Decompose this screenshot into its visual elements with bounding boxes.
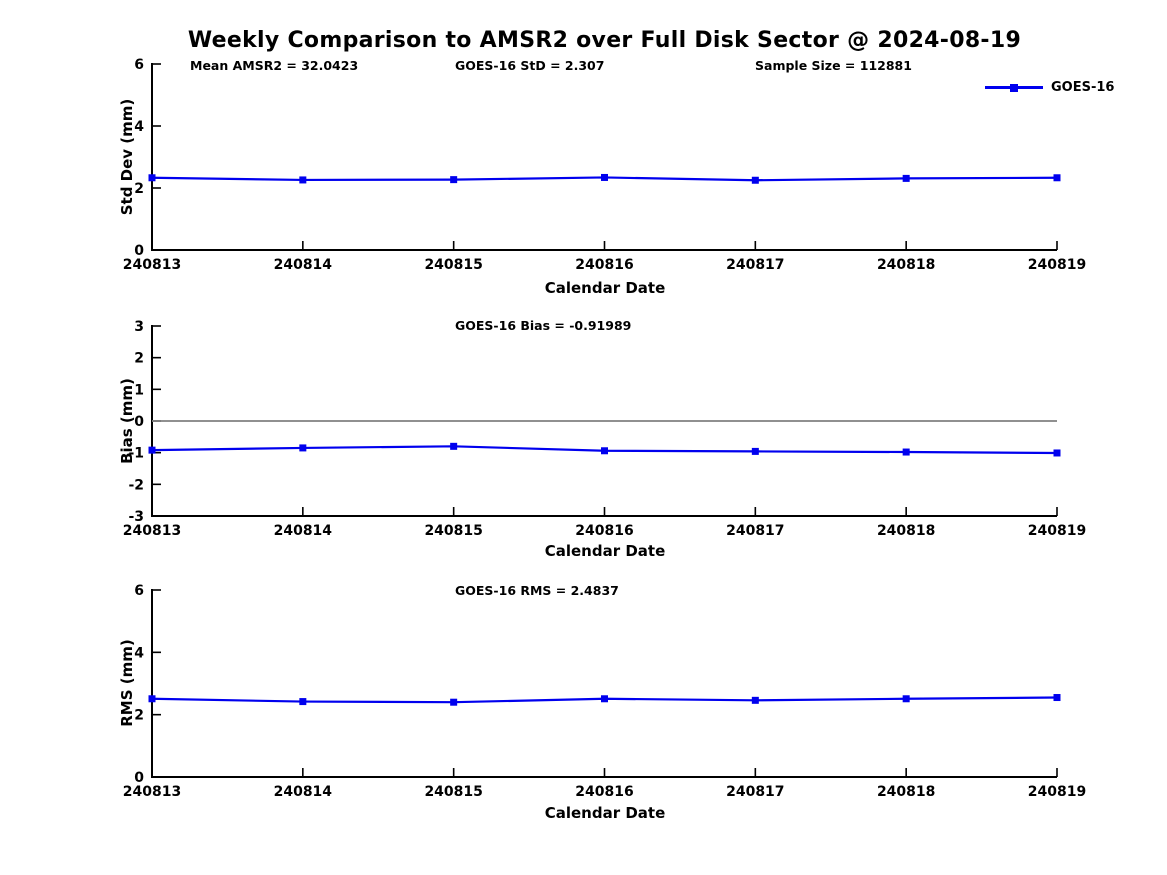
- legend-label: GOES-16: [1051, 80, 1115, 95]
- legend-line-sample: [985, 83, 1043, 92]
- y-tick-label: 6: [134, 57, 144, 73]
- y-tick-label: 2: [134, 708, 144, 724]
- x-tick-label: 240815: [424, 257, 482, 273]
- data-point-marker: [450, 442, 458, 450]
- y-tick-label: 0: [134, 414, 144, 430]
- data-point-marker: [148, 695, 156, 703]
- y-tick-label: 0: [134, 243, 144, 259]
- x-tick-label: 240817: [726, 523, 784, 539]
- y-axis-label-bias: Bias (mm): [118, 378, 136, 464]
- x-tick-label: 240819: [1028, 784, 1086, 800]
- data-point-marker: [148, 446, 156, 454]
- x-axis-label-calendar-date-3: Calendar Date: [544, 804, 666, 822]
- data-point-marker: [450, 698, 458, 706]
- y-tick-label: 4: [134, 645, 144, 661]
- data-point-marker: [902, 448, 910, 456]
- y-tick-label: -1: [128, 446, 144, 462]
- y-tick-label: 1: [134, 382, 144, 398]
- data-point-marker: [601, 173, 608, 181]
- y-tick-label: 4: [134, 119, 144, 135]
- x-tick-label: 240813: [123, 784, 181, 800]
- x-tick-label: 240819: [1028, 257, 1086, 273]
- x-tick-label: 240818: [877, 784, 935, 800]
- x-tick-label: 240816: [575, 523, 633, 539]
- x-tick-label: 240817: [726, 784, 784, 800]
- y-tick-label: 6: [134, 583, 144, 599]
- figure-title: Weekly Comparison to AMSR2 over Full Dis…: [187, 28, 1022, 53]
- data-point-marker: [751, 447, 759, 455]
- data-point-marker: [299, 698, 307, 706]
- data-point-marker: [601, 447, 608, 455]
- annotation-goes16-bias: GOES-16 Bias = -0.91989: [455, 318, 632, 333]
- data-point-marker: [1053, 449, 1061, 457]
- x-tick-label: 240814: [274, 523, 333, 539]
- y-tick-label: 2: [134, 181, 144, 197]
- data-point-marker: [450, 176, 458, 184]
- data-point-marker: [299, 444, 307, 452]
- x-tick-label: 240818: [877, 523, 935, 539]
- y-tick-label: -2: [128, 477, 144, 493]
- annotation-goes16-rms: GOES-16 RMS = 2.4837: [455, 583, 619, 598]
- x-tick-label: 240815: [424, 784, 482, 800]
- x-tick-label: 240815: [424, 523, 482, 539]
- x-tick-label: 240819: [1028, 523, 1086, 539]
- annotation-goes16-std: GOES-16 StD = 2.307: [455, 58, 605, 73]
- y-tick-label: -3: [128, 509, 144, 525]
- data-point-marker: [751, 176, 759, 184]
- x-tick-label: 240816: [575, 257, 633, 273]
- y-axis-label-rms: RMS (mm): [118, 639, 136, 727]
- y-axis-label-stddev: Std Dev (mm): [118, 98, 136, 216]
- x-axis-label-calendar-date-2: Calendar Date: [544, 542, 666, 560]
- x-tick-label: 240813: [123, 523, 181, 539]
- data-point-marker: [1053, 174, 1061, 182]
- x-tick-label: 240816: [575, 784, 633, 800]
- x-tick-label: 240814: [274, 257, 333, 273]
- data-point-marker: [902, 695, 910, 703]
- y-tick-label: 3: [134, 319, 144, 335]
- data-point-marker: [148, 174, 156, 182]
- data-point-marker: [601, 695, 608, 703]
- y-tick-label: 0: [134, 770, 144, 786]
- x-tick-label: 240813: [123, 257, 181, 273]
- data-point-marker: [751, 696, 759, 704]
- x-tick-label: 240818: [877, 257, 935, 273]
- x-axis-label-calendar-date-1: Calendar Date: [544, 279, 666, 297]
- data-point-marker: [299, 176, 307, 184]
- legend: GOES-16: [985, 80, 1114, 95]
- x-tick-label: 240814: [274, 784, 333, 800]
- legend-square-marker-icon: [1010, 83, 1018, 92]
- data-point-marker: [902, 174, 910, 182]
- data-point-marker: [1053, 694, 1061, 702]
- annotation-sample-size: Sample Size = 112881: [755, 58, 912, 73]
- y-tick-label: 2: [134, 351, 144, 367]
- annotation-mean-amsr2: Mean AMSR2 = 32.0423: [190, 58, 359, 73]
- x-tick-label: 240817: [726, 257, 784, 273]
